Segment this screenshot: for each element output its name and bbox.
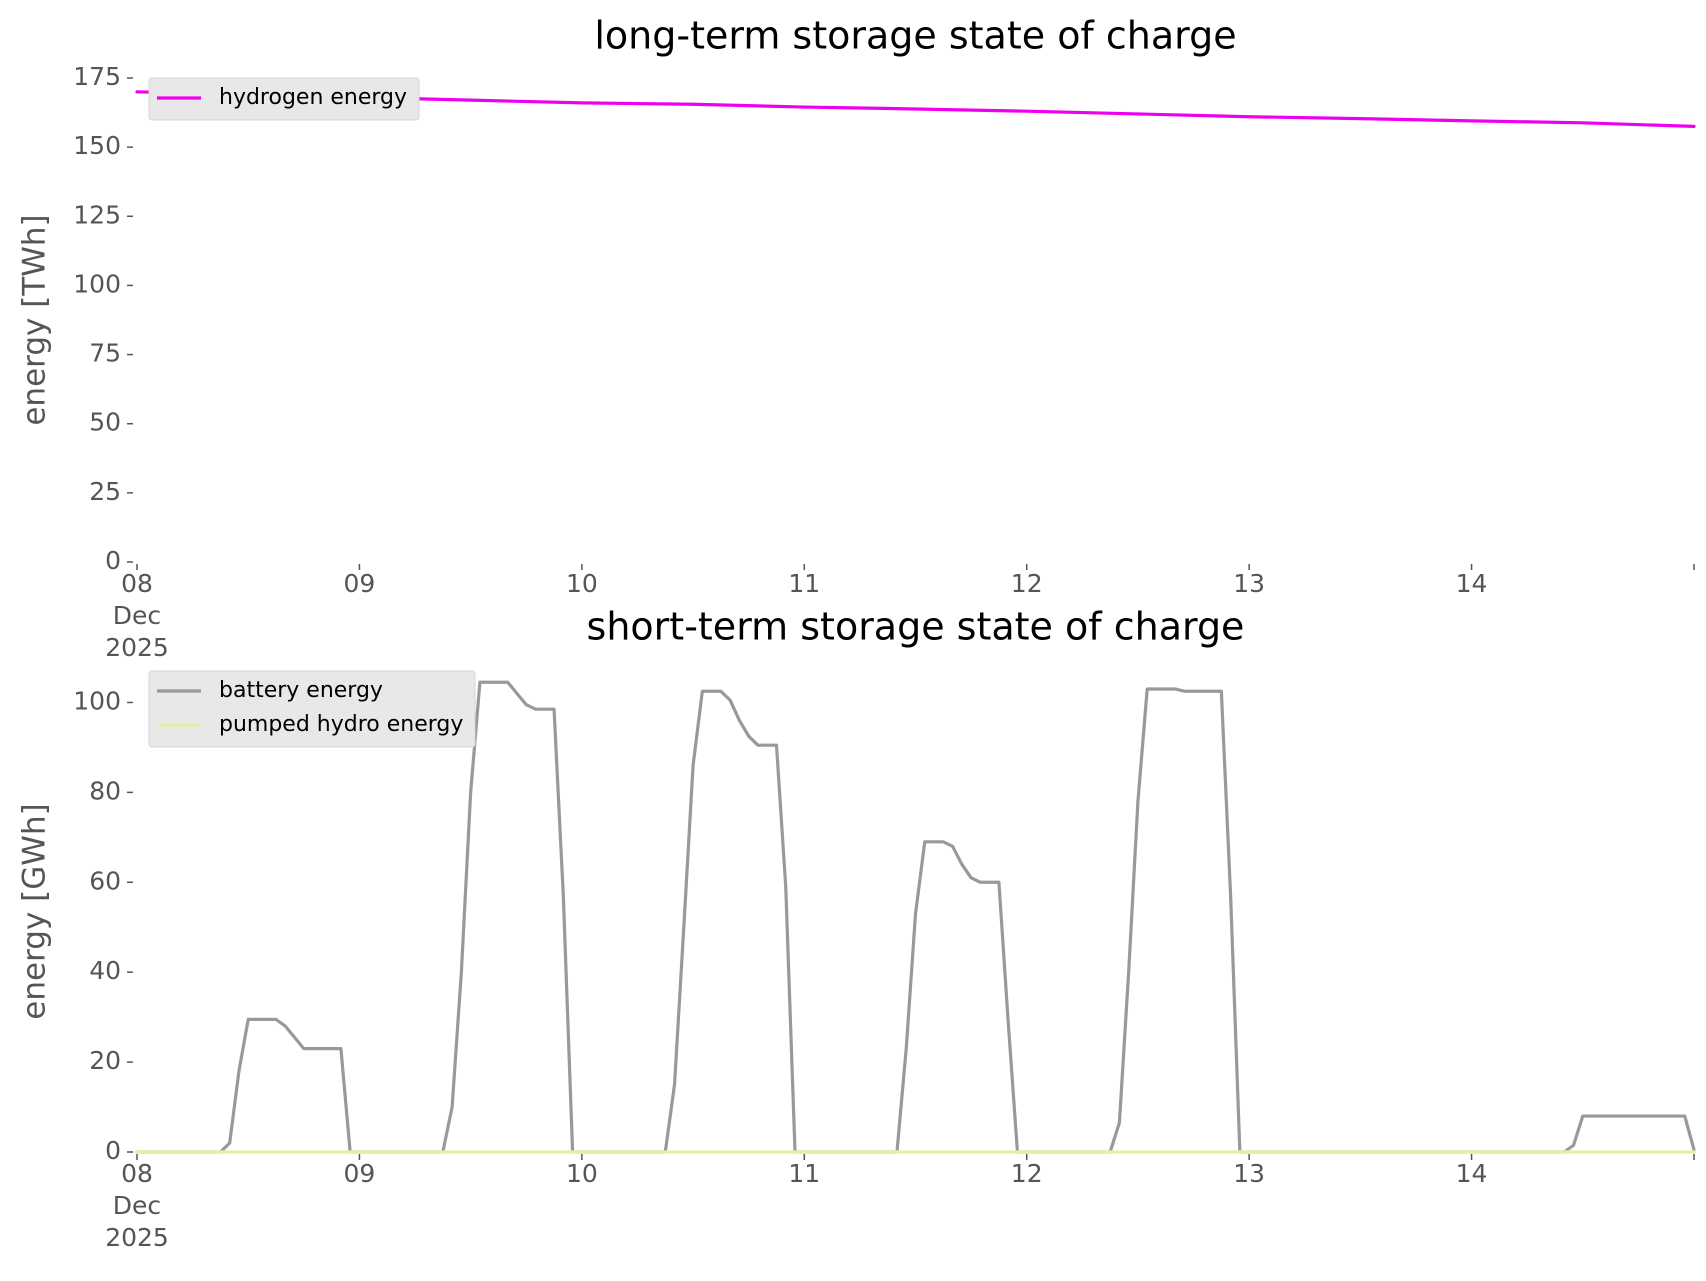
y-tick-label: 60 xyxy=(89,866,121,895)
legend-label: hydrogen energy xyxy=(219,85,407,110)
x-tick-label: 2025 xyxy=(105,633,169,662)
x-tick-label: 11 xyxy=(788,569,820,598)
y-tick-label: 40 xyxy=(89,956,121,985)
x-tick-label: 14 xyxy=(1456,1159,1488,1188)
legend-label: battery energy xyxy=(219,678,383,703)
x-tick-label: 09 xyxy=(344,569,376,598)
chart-title: short-term storage state of charge xyxy=(587,605,1245,649)
y-tick-label: 175 xyxy=(73,62,121,91)
x-tick-label: 10 xyxy=(566,1159,598,1188)
y-axis-label: energy [TWh] xyxy=(17,214,53,425)
y-tick-label: 75 xyxy=(89,339,121,368)
y-tick-label: 100 xyxy=(73,269,121,298)
y-tick-label: 100 xyxy=(73,686,121,715)
x-tick-label: 2025 xyxy=(105,1223,169,1252)
chart-0: long-term storage state of charge energy … xyxy=(17,14,1696,662)
x-tick-label: 10 xyxy=(566,569,598,598)
x-tick-label: 08 xyxy=(121,569,153,598)
x-tick-label: 12 xyxy=(1011,1159,1043,1188)
chart-1: short-term storage state of charge energy… xyxy=(17,605,1696,1252)
chart-title: long-term storage state of charge xyxy=(594,14,1236,58)
x-tick-label: 12 xyxy=(1011,569,1043,598)
legend-label: pumped hydro energy xyxy=(219,712,463,737)
x-tick-label: 11 xyxy=(788,1159,820,1188)
x-tick-label: 08 xyxy=(121,1159,153,1188)
series-line-battery-energy xyxy=(135,680,1696,1154)
y-axis-label: energy [GWh] xyxy=(17,803,53,1019)
x-tick-label: 14 xyxy=(1456,569,1488,598)
x-tick-label: 09 xyxy=(344,1159,376,1188)
y-tick-label: 0 xyxy=(105,1136,121,1165)
x-tick-label: Dec xyxy=(113,1191,161,1220)
legend: battery energy pumped hydro energy xyxy=(148,670,476,748)
y-tick-label: 80 xyxy=(89,776,121,805)
legend: hydrogen energy xyxy=(148,77,420,121)
x-tick-label: 13 xyxy=(1233,1159,1265,1188)
y-tick-label: 0 xyxy=(105,546,121,575)
y-tick-label: 50 xyxy=(89,408,121,437)
y-tick-label: 20 xyxy=(89,1046,121,1075)
y-tick-label: 150 xyxy=(73,131,121,160)
x-tick-label: Dec xyxy=(113,601,161,630)
x-tick-label: 13 xyxy=(1233,569,1265,598)
legend-box xyxy=(148,77,420,121)
y-tick-label: 25 xyxy=(89,477,121,506)
legend-box xyxy=(148,670,476,748)
y-tick-label: 125 xyxy=(73,200,121,229)
